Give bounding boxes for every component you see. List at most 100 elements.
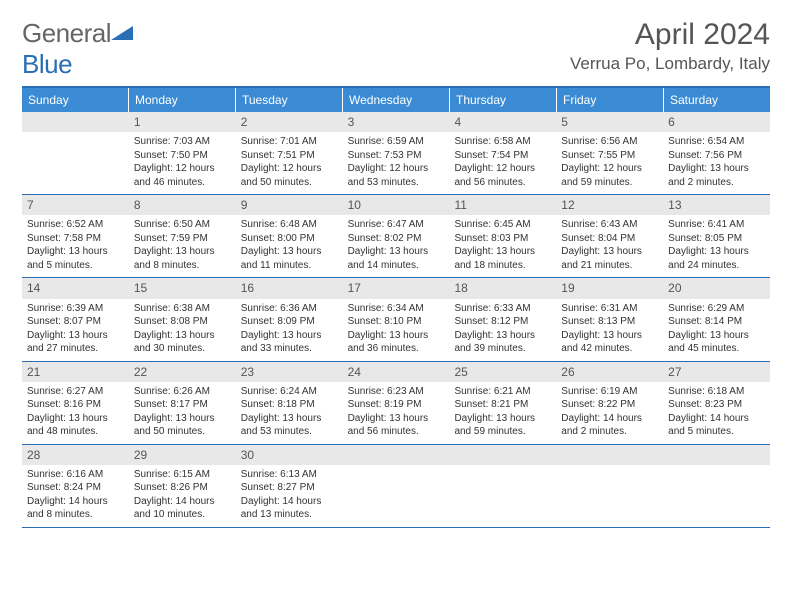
sunset-text: Sunset: 8:04 PM: [561, 232, 658, 246]
sunrise-text: Sunrise: 6:33 AM: [454, 302, 551, 316]
sunrise-text: Sunrise: 6:47 AM: [348, 218, 445, 232]
sunset-text: Sunset: 8:27 PM: [241, 481, 338, 495]
sunrise-text: Sunrise: 6:41 AM: [668, 218, 765, 232]
daylight-text: Daylight: 12 hours and 46 minutes.: [134, 162, 231, 189]
weekday-header: Tuesday: [236, 88, 343, 112]
day-number: 1: [129, 112, 236, 132]
day-body: Sunrise: 6:50 AMSunset: 7:59 PMDaylight:…: [129, 215, 236, 277]
title-block: April 2024 Verrua Po, Lombardy, Italy: [570, 18, 770, 74]
weekday-header-row: Sunday Monday Tuesday Wednesday Thursday…: [22, 88, 770, 112]
day-number: [663, 445, 770, 465]
sunrise-text: Sunrise: 7:03 AM: [134, 135, 231, 149]
day-cell: [449, 445, 556, 527]
daylight-text: Daylight: 13 hours and 24 minutes.: [668, 245, 765, 272]
day-cell: 12Sunrise: 6:43 AMSunset: 8:04 PMDayligh…: [556, 195, 663, 277]
daylight-text: Daylight: 13 hours and 59 minutes.: [454, 412, 551, 439]
week-row: 7Sunrise: 6:52 AMSunset: 7:58 PMDaylight…: [22, 195, 770, 278]
day-body: Sunrise: 7:01 AMSunset: 7:51 PMDaylight:…: [236, 132, 343, 194]
day-number: [556, 445, 663, 465]
day-cell: 24Sunrise: 6:23 AMSunset: 8:19 PMDayligh…: [343, 362, 450, 444]
sunset-text: Sunset: 8:05 PM: [668, 232, 765, 246]
day-body: Sunrise: 6:18 AMSunset: 8:23 PMDaylight:…: [663, 382, 770, 444]
daylight-text: Daylight: 13 hours and 53 minutes.: [241, 412, 338, 439]
sunrise-text: Sunrise: 6:50 AM: [134, 218, 231, 232]
day-cell: 3Sunrise: 6:59 AMSunset: 7:53 PMDaylight…: [343, 112, 450, 194]
day-body: Sunrise: 6:16 AMSunset: 8:24 PMDaylight:…: [22, 465, 129, 527]
day-cell: 27Sunrise: 6:18 AMSunset: 8:23 PMDayligh…: [663, 362, 770, 444]
weeks-container: 1Sunrise: 7:03 AMSunset: 7:50 PMDaylight…: [22, 112, 770, 528]
weekday-header: Monday: [129, 88, 236, 112]
daylight-text: Daylight: 12 hours and 50 minutes.: [241, 162, 338, 189]
sunrise-text: Sunrise: 6:36 AM: [241, 302, 338, 316]
day-number: 4: [449, 112, 556, 132]
day-cell: 5Sunrise: 6:56 AMSunset: 7:55 PMDaylight…: [556, 112, 663, 194]
day-number: 6: [663, 112, 770, 132]
day-body: [343, 465, 450, 473]
daylight-text: Daylight: 13 hours and 50 minutes.: [134, 412, 231, 439]
day-body: Sunrise: 6:45 AMSunset: 8:03 PMDaylight:…: [449, 215, 556, 277]
week-row: 28Sunrise: 6:16 AMSunset: 8:24 PMDayligh…: [22, 445, 770, 528]
sunset-text: Sunset: 8:13 PM: [561, 315, 658, 329]
weekday-header: Wednesday: [343, 88, 450, 112]
calendar: Sunday Monday Tuesday Wednesday Thursday…: [22, 86, 770, 528]
daylight-text: Daylight: 13 hours and 36 minutes.: [348, 329, 445, 356]
day-body: Sunrise: 6:29 AMSunset: 8:14 PMDaylight:…: [663, 299, 770, 361]
sunset-text: Sunset: 8:10 PM: [348, 315, 445, 329]
day-number: 30: [236, 445, 343, 465]
sunset-text: Sunset: 7:54 PM: [454, 149, 551, 163]
day-cell: 21Sunrise: 6:27 AMSunset: 8:16 PMDayligh…: [22, 362, 129, 444]
sunset-text: Sunset: 8:02 PM: [348, 232, 445, 246]
day-cell: 30Sunrise: 6:13 AMSunset: 8:27 PMDayligh…: [236, 445, 343, 527]
daylight-text: Daylight: 13 hours and 56 minutes.: [348, 412, 445, 439]
day-cell: [22, 112, 129, 194]
weekday-header: Saturday: [664, 88, 770, 112]
day-number: 12: [556, 195, 663, 215]
day-cell: 23Sunrise: 6:24 AMSunset: 8:18 PMDayligh…: [236, 362, 343, 444]
sunset-text: Sunset: 8:16 PM: [27, 398, 124, 412]
day-body: Sunrise: 6:58 AMSunset: 7:54 PMDaylight:…: [449, 132, 556, 194]
day-body: Sunrise: 6:56 AMSunset: 7:55 PMDaylight:…: [556, 132, 663, 194]
day-body: [449, 465, 556, 473]
day-cell: 9Sunrise: 6:48 AMSunset: 8:00 PMDaylight…: [236, 195, 343, 277]
month-title: April 2024: [570, 18, 770, 52]
day-body: Sunrise: 6:36 AMSunset: 8:09 PMDaylight:…: [236, 299, 343, 361]
logo-text-general: General: [22, 18, 111, 48]
day-cell: [343, 445, 450, 527]
day-body: [556, 465, 663, 473]
sunrise-text: Sunrise: 6:48 AM: [241, 218, 338, 232]
day-number: 2: [236, 112, 343, 132]
sunrise-text: Sunrise: 6:43 AM: [561, 218, 658, 232]
day-body: Sunrise: 6:47 AMSunset: 8:02 PMDaylight:…: [343, 215, 450, 277]
sunrise-text: Sunrise: 6:24 AM: [241, 385, 338, 399]
sunrise-text: Sunrise: 6:54 AM: [668, 135, 765, 149]
sunset-text: Sunset: 8:23 PM: [668, 398, 765, 412]
sunrise-text: Sunrise: 6:56 AM: [561, 135, 658, 149]
day-number: 8: [129, 195, 236, 215]
day-cell: 20Sunrise: 6:29 AMSunset: 8:14 PMDayligh…: [663, 278, 770, 360]
sunrise-text: Sunrise: 6:27 AM: [27, 385, 124, 399]
day-number: 3: [343, 112, 450, 132]
day-body: Sunrise: 6:13 AMSunset: 8:27 PMDaylight:…: [236, 465, 343, 527]
day-number: 13: [663, 195, 770, 215]
sunset-text: Sunset: 8:24 PM: [27, 481, 124, 495]
header: General Blue April 2024 Verrua Po, Lomba…: [22, 18, 770, 80]
sunrise-text: Sunrise: 6:15 AM: [134, 468, 231, 482]
day-number: [343, 445, 450, 465]
week-row: 14Sunrise: 6:39 AMSunset: 8:07 PMDayligh…: [22, 278, 770, 361]
sunrise-text: Sunrise: 6:19 AM: [561, 385, 658, 399]
day-number: [449, 445, 556, 465]
sunrise-text: Sunrise: 6:34 AM: [348, 302, 445, 316]
day-number: 29: [129, 445, 236, 465]
sunrise-text: Sunrise: 6:18 AM: [668, 385, 765, 399]
daylight-text: Daylight: 14 hours and 10 minutes.: [134, 495, 231, 522]
sunset-text: Sunset: 8:07 PM: [27, 315, 124, 329]
sunset-text: Sunset: 8:08 PM: [134, 315, 231, 329]
day-body: Sunrise: 6:54 AMSunset: 7:56 PMDaylight:…: [663, 132, 770, 194]
sunset-text: Sunset: 7:51 PM: [241, 149, 338, 163]
sunrise-text: Sunrise: 6:39 AM: [27, 302, 124, 316]
daylight-text: Daylight: 12 hours and 59 minutes.: [561, 162, 658, 189]
logo-triangle-icon: [111, 24, 133, 42]
day-cell: 25Sunrise: 6:21 AMSunset: 8:21 PMDayligh…: [449, 362, 556, 444]
day-body: Sunrise: 7:03 AMSunset: 7:50 PMDaylight:…: [129, 132, 236, 194]
logo: General Blue: [22, 18, 133, 80]
